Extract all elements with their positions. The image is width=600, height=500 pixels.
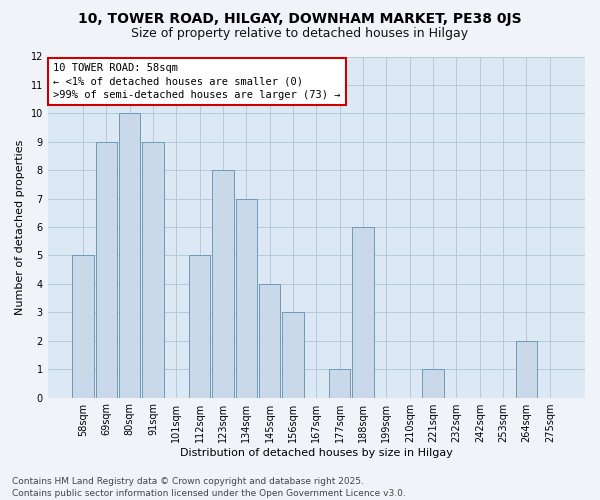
- Bar: [95, 142, 117, 398]
- Text: Contains HM Land Registry data © Crown copyright and database right 2025.
Contai: Contains HM Land Registry data © Crown c…: [12, 476, 406, 498]
- Bar: [236, 198, 257, 398]
- Y-axis label: Number of detached properties: Number of detached properties: [15, 140, 25, 314]
- Bar: [422, 369, 444, 398]
- Text: 10, TOWER ROAD, HILGAY, DOWNHAM MARKET, PE38 0JS: 10, TOWER ROAD, HILGAY, DOWNHAM MARKET, …: [78, 12, 522, 26]
- Text: Size of property relative to detached houses in Hilgay: Size of property relative to detached ho…: [131, 28, 469, 40]
- Bar: [259, 284, 280, 398]
- Bar: [142, 142, 164, 398]
- Bar: [283, 312, 304, 398]
- Bar: [516, 340, 537, 398]
- Bar: [329, 369, 350, 398]
- Bar: [189, 256, 211, 398]
- X-axis label: Distribution of detached houses by size in Hilgay: Distribution of detached houses by size …: [180, 448, 453, 458]
- Bar: [212, 170, 234, 398]
- Bar: [119, 114, 140, 398]
- Text: 10 TOWER ROAD: 58sqm
← <1% of detached houses are smaller (0)
>99% of semi-detac: 10 TOWER ROAD: 58sqm ← <1% of detached h…: [53, 64, 341, 100]
- Bar: [352, 227, 374, 398]
- Bar: [72, 256, 94, 398]
